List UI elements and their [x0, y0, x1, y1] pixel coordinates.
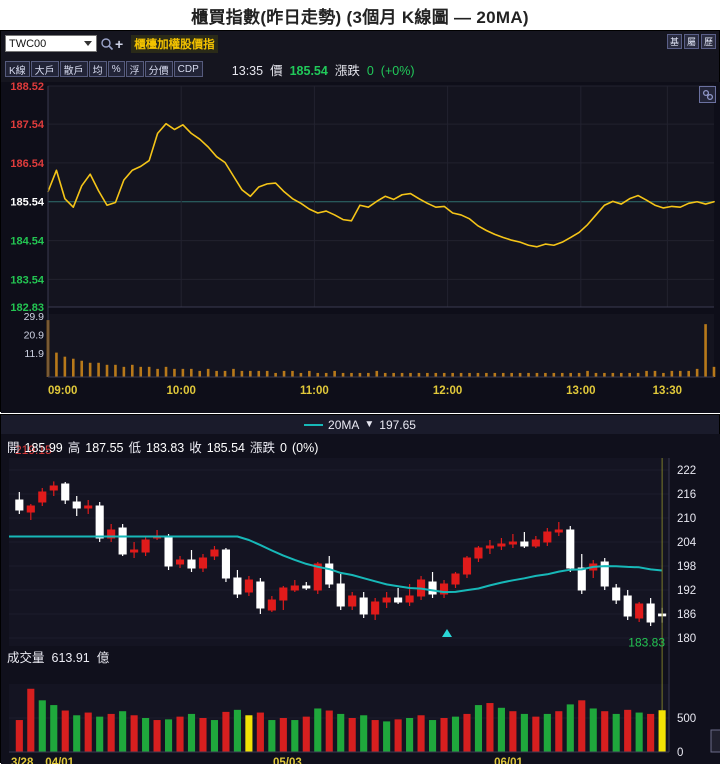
ma-legend: 20MA ▼ 197.65 — [1, 415, 719, 434]
svg-text:500: 500 — [677, 713, 696, 725]
svg-text:198: 198 — [677, 561, 696, 573]
ma-value: 197.65 — [379, 417, 416, 432]
chevron-down-icon[interactable] — [84, 41, 92, 46]
intraday-chart[interactable]: 188.52 187.54 186.54 185.54 184.54 183.54 182.… — [1, 82, 720, 413]
svg-text:186: 186 — [677, 609, 696, 621]
quote-price: 185.54 — [289, 63, 328, 78]
quote-change-label: 漲跌 — [334, 63, 360, 78]
tab-average[interactable]: 均 — [88, 61, 107, 77]
volume-label: 成交量 — [7, 651, 45, 665]
tab-retail[interactable]: 散戶 — [59, 61, 88, 77]
svg-text:183.54: 183.54 — [10, 274, 45, 286]
kline-panel: 20MA ▼ 197.65 開 185.99 高 187.55 低 183.83… — [0, 414, 720, 764]
svg-text:20.9: 20.9 — [24, 330, 45, 342]
tab-kline[interactable]: K線 — [5, 61, 30, 77]
intraday-panel: TWC00 + 櫃檯加權股價指 基 屬 歷 K線 大戶 散戶 — [0, 30, 720, 413]
low-label: 低 — [128, 441, 142, 455]
tab-price-by-volume[interactable]: 分價 — [144, 61, 173, 77]
chart-type-tabs: K線 大戶 散戶 均 % 浮 分價 CDP — [5, 61, 204, 77]
svg-text:216: 216 — [677, 489, 696, 501]
volume-summary: 成交量 613.91 億 — [7, 647, 109, 666]
svg-text:0: 0 — [677, 747, 683, 759]
svg-text:180: 180 — [677, 633, 696, 645]
svg-text:184.54: 184.54 — [10, 236, 45, 248]
kline-change-label: 漲跌 — [250, 441, 276, 455]
quote-change-percent: (+0%) — [380, 63, 415, 78]
tab-percent[interactable]: % — [107, 61, 125, 77]
svg-text:210: 210 — [677, 513, 696, 525]
svg-text:06/01: 06/01 — [494, 757, 523, 764]
svg-text:188.52: 188.52 — [10, 82, 44, 93]
toolbar-right-buttons: 基 屬 歷 — [667, 34, 716, 49]
svg-text:11:00: 11:00 — [300, 385, 329, 397]
tab-float[interactable]: 浮 — [125, 61, 144, 77]
page-title: 櫃買指數(昨日走勢) (3個月 K線圖 — 20MA) — [191, 7, 529, 27]
symbol-code: TWC00 — [9, 37, 47, 50]
high-value: 187.55 — [85, 441, 124, 455]
svg-text:05/03: 05/03 — [273, 757, 302, 764]
symbol-name: 櫃檯加權股價指 — [131, 34, 218, 53]
button-basic[interactable]: 基 — [667, 34, 682, 49]
tab-big-investor[interactable]: 大戶 — [30, 61, 59, 77]
svg-text:183.83: 183.83 — [628, 636, 665, 650]
quote-summary: 13:35 價 185.54 漲跌 0 (+0%) — [232, 60, 415, 79]
quote-price-label: 價 — [270, 63, 283, 78]
ohlc-summary: 開 185.99 高 187.55 低 183.83 收 185.54 漲跌 0… — [7, 437, 318, 456]
low-value: 183.83 — [146, 441, 185, 455]
volume-unit: 億 — [96, 651, 110, 665]
svg-text:11.9: 11.9 — [24, 348, 44, 360]
svg-text:12:00: 12:00 — [433, 385, 462, 397]
ma-label: 20MA — [328, 417, 360, 432]
kline-change-percent: (0%) — [291, 441, 319, 455]
svg-text:29.9: 29.9 — [24, 311, 45, 323]
ma-arrow-icon: ▼ — [364, 419, 375, 430]
open-value: 185.99 — [24, 441, 63, 455]
svg-text:219.15: 219.15 — [15, 443, 52, 457]
svg-text:04/01: 04/01 — [45, 757, 74, 764]
svg-text:192: 192 — [677, 585, 696, 597]
toolbar-tabs-row: K線 大戶 散戶 均 % 浮 分價 CDP 13:35 價 185.54 漲跌 … — [1, 56, 719, 82]
ma-line-swatch — [304, 423, 324, 426]
svg-text:187.54: 187.54 — [10, 119, 45, 131]
quote-change: 0 — [366, 63, 374, 78]
button-attribute[interactable]: 屬 — [684, 34, 699, 49]
button-history[interactable]: 歷 — [701, 34, 716, 49]
volume-value: 613.91 — [51, 651, 90, 665]
kline-change-value: 0 — [280, 441, 287, 455]
svg-text:3/28: 3/28 — [11, 757, 34, 764]
svg-text:186.54: 186.54 — [10, 158, 45, 170]
symbol-input[interactable]: TWC00 — [5, 35, 97, 52]
svg-text:185.54: 185.54 — [10, 197, 45, 209]
toolbar-symbol-row: TWC00 + 櫃檯加權股價指 基 屬 歷 — [1, 31, 719, 56]
high-label: 高 — [67, 441, 81, 455]
close-label: 收 — [189, 441, 202, 455]
plus-icon[interactable]: + — [115, 35, 124, 52]
svg-text:204: 204 — [677, 537, 697, 549]
svg-text:10:00: 10:00 — [166, 385, 195, 397]
magnifier-icon[interactable] — [100, 37, 114, 51]
quote-time: 13:35 — [231, 63, 264, 78]
svg-text:09:00: 09:00 — [48, 385, 77, 397]
svg-text:182.83: 182.83 — [10, 302, 44, 314]
close-value: 185.54 — [206, 441, 245, 455]
open-label: 開 — [7, 441, 20, 455]
svg-text:222: 222 — [677, 465, 696, 477]
svg-text:13:30: 13:30 — [653, 385, 682, 397]
svg-text:13:00: 13:00 — [566, 385, 595, 397]
tab-cdp[interactable]: CDP — [173, 61, 203, 77]
link-icon[interactable] — [699, 86, 716, 103]
